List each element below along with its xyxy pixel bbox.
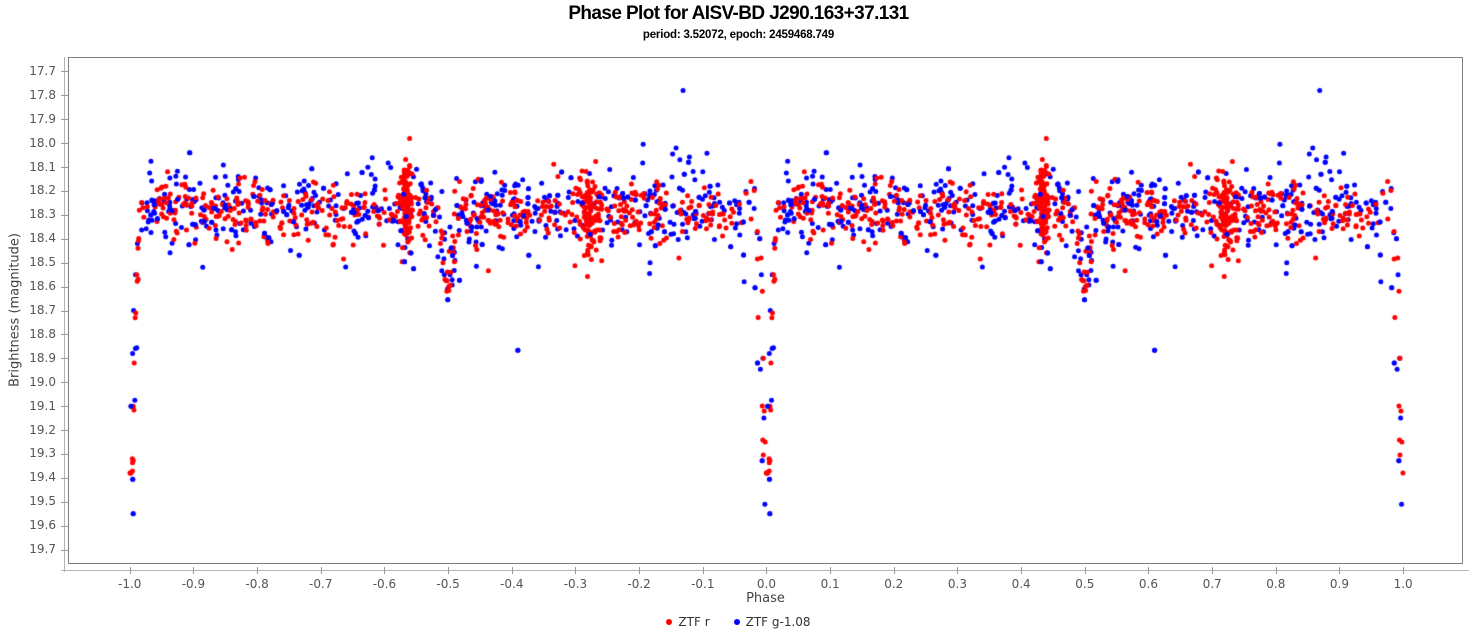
x-tick-mark (129, 567, 131, 574)
y-axis-line (64, 57, 65, 572)
x-tick-mark (575, 567, 577, 574)
y-tick-label: 17.7 (29, 63, 56, 78)
legend-item: ZTF r (666, 615, 710, 629)
legend-label: ZTF g-1.08 (745, 615, 811, 629)
y-tick-mark (61, 525, 68, 527)
chart-title: Phase Plot for AISV-BD J290.163+37.131 (568, 3, 909, 24)
x-tick-label: 0.7 (1202, 577, 1222, 591)
x-tick-label: -0.9 (181, 577, 206, 591)
x-tick-label: 0.3 (947, 577, 967, 591)
x-tick-mark (830, 567, 832, 574)
x-tick-label: 0.2 (884, 577, 904, 591)
x-tick-label: 0.0 (756, 577, 776, 591)
y-tick-label: 19.3 (29, 446, 56, 461)
y-tick-mark (61, 95, 68, 97)
y-tick-mark (61, 190, 68, 192)
y-tick-mark (61, 286, 68, 288)
x-tick-mark (766, 567, 768, 574)
y-tick-label: 18.2 (29, 183, 56, 198)
x-tick-mark (511, 567, 513, 574)
x-tick-label: -0.3 (563, 577, 588, 591)
legend-marker-dot-icon (666, 619, 673, 625)
legend-marker-dot-icon (733, 619, 740, 625)
x-tick-mark (1021, 567, 1023, 574)
y-tick-mark (61, 358, 68, 360)
y-tick-mark (61, 334, 68, 336)
y-tick-label: 17.8 (29, 87, 56, 102)
x-tick-label: -0.5 (436, 577, 460, 591)
chart-subtitle: period: 3.52072, epoch: 2459468.749 (642, 29, 835, 41)
x-tick-label: 0.1 (820, 577, 840, 591)
y-tick-label: 17.9 (29, 111, 56, 126)
y-tick-label: 18.3 (29, 207, 56, 222)
x-tick-label: -0.4 (500, 577, 524, 591)
y-tick-mark (61, 549, 68, 551)
y-tick-label: 19.4 (29, 470, 56, 485)
y-tick-mark (61, 262, 68, 264)
x-tick-mark (1212, 567, 1214, 574)
y-tick-mark (61, 453, 68, 455)
x-tick-mark (193, 567, 195, 574)
x-tick-mark (1084, 567, 1086, 574)
y-tick-mark (61, 167, 68, 168)
x-tick-label: 0.4 (1011, 577, 1031, 591)
x-tick-mark (320, 567, 322, 574)
y-tick-label: 18.0 (29, 135, 56, 150)
y-tick-label: 19.6 (29, 518, 56, 533)
x-tick-mark (702, 567, 704, 574)
x-tick-label: -0.7 (309, 577, 333, 591)
x-tick-label: 0.9 (1329, 577, 1350, 591)
y-tick-label: 19.2 (29, 422, 56, 437)
x-tick-mark (384, 567, 386, 574)
y-tick-mark (61, 119, 68, 121)
x-axis-title: Phase (746, 591, 785, 606)
x-tick-label: 0.6 (1138, 577, 1159, 591)
y-axis-title: Brightness (magnitude) (7, 233, 23, 387)
x-tick-mark (448, 567, 450, 574)
legend-item: ZTF g-1.08 (733, 615, 811, 629)
x-tick-mark (639, 567, 641, 574)
y-tick-mark (61, 406, 68, 408)
legend: ZTF r ZTF g-1.08 (0, 615, 1477, 629)
y-tick-mark (61, 214, 68, 216)
y-tick-mark (61, 501, 68, 503)
x-axis-line (61, 570, 1469, 571)
y-tick-label: 19.5 (29, 494, 56, 509)
y-tick-label: 19.1 (29, 398, 56, 413)
y-tick-mark (61, 310, 68, 312)
x-tick-label: 0.8 (1266, 577, 1286, 591)
x-tick-label: -1.0 (118, 577, 142, 591)
x-tick-label: -0.6 (372, 577, 397, 591)
y-tick-mark (61, 477, 68, 479)
plot-area (68, 57, 1463, 564)
x-tick-label: 0.5 (1075, 577, 1095, 591)
y-tick-mark (61, 238, 68, 240)
y-tick-label: 19.7 (29, 542, 56, 557)
x-tick-mark (257, 567, 259, 574)
y-tick-mark (61, 71, 68, 73)
x-tick-mark (1148, 567, 1150, 574)
x-tick-mark (957, 567, 959, 574)
x-tick-label: -0.2 (627, 577, 651, 591)
y-tick-label: 18.1 (29, 159, 56, 174)
y-tick-mark (61, 143, 68, 145)
x-tick-mark (1275, 567, 1277, 574)
x-tick-mark (1339, 567, 1341, 574)
x-tick-mark (1403, 567, 1405, 574)
x-tick-label: -0.8 (245, 577, 269, 591)
x-tick-label: -0.1 (691, 577, 715, 591)
y-tick-mark (61, 382, 68, 384)
legend-label: ZTF r (678, 615, 710, 629)
x-tick-mark (893, 567, 895, 574)
y-tick-mark (61, 430, 68, 432)
x-tick-label: 1.0 (1393, 577, 1413, 591)
